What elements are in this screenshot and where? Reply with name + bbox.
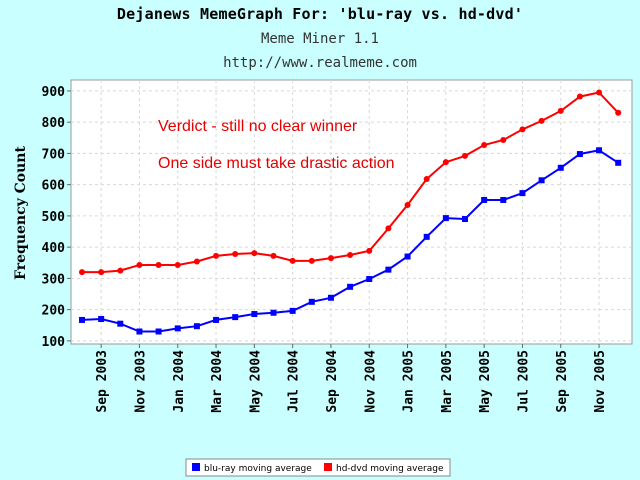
data-point-blu-ray — [193, 323, 200, 330]
y-tick-label: 100 — [42, 335, 66, 350]
data-point-hd-dvd — [385, 225, 392, 232]
source-url: http://www.realmeme.com — [223, 55, 417, 71]
data-point-hd-dvd — [117, 267, 124, 274]
data-point-hd-dvd — [462, 152, 468, 159]
gridlines — [71, 80, 632, 344]
data-point-blu-ray — [117, 320, 124, 327]
data-point-hd-dvd — [136, 261, 143, 268]
data-point-blu-ray — [423, 233, 430, 240]
data-point-hd-dvd — [557, 107, 564, 114]
x-tick-label: May 2004 — [248, 350, 263, 413]
x-tick-label: Jul 2004 — [287, 350, 302, 413]
x-tick-label: May 2005 — [478, 350, 493, 413]
data-point-blu-ray — [270, 309, 277, 316]
data-point-blu-ray — [615, 159, 622, 166]
x-tick-label: Sep 2005 — [555, 350, 570, 413]
data-point-blu-ray — [366, 276, 373, 283]
data-point-hd-dvd — [423, 176, 430, 183]
data-point-hd-dvd — [576, 93, 583, 100]
data-point-blu-ray — [596, 147, 603, 154]
y-tick-label: 600 — [42, 179, 66, 194]
y-tick-label: 700 — [42, 147, 66, 162]
data-point-hd-dvd — [232, 251, 239, 258]
data-point-hd-dvd — [98, 269, 105, 276]
x-tick-label: Nov 2003 — [133, 350, 148, 413]
x-tick-label: Jan 2004 — [172, 350, 187, 413]
data-point-hd-dvd — [270, 252, 277, 259]
y-tick-label: 500 — [42, 210, 66, 225]
x-axis-ticks: Sep 2003 Nov 2003 Jan 2004 Mar 2004 May 2004… — [95, 344, 608, 413]
data-point-hd-dvd — [442, 159, 449, 166]
data-point-blu-ray — [519, 190, 526, 197]
data-point-blu-ray — [404, 253, 411, 260]
x-tick-label: Nov 2005 — [593, 350, 608, 413]
data-point-hd-dvd — [519, 126, 526, 133]
x-tick-label: Sep 2004 — [325, 350, 340, 413]
data-point-hd-dvd — [347, 251, 354, 258]
data-point-hd-dvd — [308, 257, 315, 264]
data-point-hd-dvd — [615, 109, 622, 116]
data-point-blu-ray — [232, 314, 239, 321]
data-point-hd-dvd — [327, 255, 334, 262]
legend-swatch-hd-dvd — [324, 463, 332, 471]
data-point-hd-dvd — [366, 247, 373, 254]
data-point-hd-dvd — [174, 261, 181, 268]
data-point-blu-ray — [481, 196, 488, 203]
legend-label-hd-dvd: hd-dvd moving average — [336, 464, 444, 474]
data-point-blu-ray — [500, 196, 507, 203]
data-point-hd-dvd — [404, 201, 411, 208]
chart-title: Dejanews MemeGraph For: 'blu-ray vs. hd-… — [116, 5, 524, 23]
data-point-blu-ray — [385, 266, 392, 273]
x-tick-label: Nov 2004 — [363, 350, 378, 413]
data-point-hd-dvd — [155, 261, 162, 268]
data-point-hd-dvd — [538, 117, 545, 124]
data-point-hd-dvd — [481, 141, 488, 148]
y-tick-label: 300 — [42, 272, 66, 287]
data-series — [79, 89, 622, 335]
data-point-blu-ray — [98, 316, 105, 323]
data-point-hd-dvd — [289, 257, 296, 264]
data-point-hd-dvd — [251, 250, 258, 257]
data-point-blu-ray — [213, 316, 220, 323]
y-tick-label: 800 — [42, 116, 66, 131]
y-axis-label: Frequency Count — [13, 146, 29, 280]
data-point-blu-ray — [251, 311, 258, 318]
legend: blu-ray moving average hd-dvd moving ave… — [185, 458, 451, 477]
y-tick-label: 900 — [42, 85, 66, 100]
legend-box — [185, 458, 451, 477]
y-axis-ticks: 100 200 300 400 500 600 700 800 900 — [42, 85, 71, 350]
data-point-blu-ray — [327, 294, 334, 301]
y-tick-label: 400 — [42, 241, 66, 256]
x-tick-label: Sep 2003 — [95, 350, 110, 413]
x-tick-label: Jul 2005 — [516, 350, 531, 413]
data-point-blu-ray — [174, 325, 181, 332]
annotation-verdict: Verdict - still no clear winner — [158, 118, 358, 135]
data-point-hd-dvd — [213, 252, 220, 259]
chart-subtitle: Meme Miner 1.1 — [260, 31, 379, 47]
data-point-blu-ray — [557, 164, 564, 171]
data-point-blu-ray — [79, 316, 85, 323]
data-point-hd-dvd — [193, 258, 200, 265]
legend-swatch-blu-ray — [192, 463, 200, 471]
legend-label-blu-ray: blu-ray moving average — [204, 464, 312, 474]
data-point-blu-ray — [576, 151, 583, 158]
data-point-blu-ray — [155, 328, 162, 335]
plot-area — [70, 79, 633, 345]
data-point-blu-ray — [308, 298, 315, 305]
data-point-blu-ray — [347, 283, 354, 290]
annotation-action: One side must take drastic action — [158, 155, 395, 172]
data-point-blu-ray — [462, 216, 468, 223]
data-point-hd-dvd — [79, 269, 85, 276]
data-point-hd-dvd — [596, 89, 603, 96]
y-tick-label: 200 — [42, 304, 66, 319]
data-point-hd-dvd — [500, 136, 507, 143]
x-tick-label: Jan 2005 — [402, 350, 417, 413]
x-tick-label: Mar 2005 — [440, 350, 455, 413]
data-point-blu-ray — [538, 177, 545, 184]
data-point-blu-ray — [289, 307, 296, 314]
data-point-blu-ray — [136, 328, 143, 335]
data-point-blu-ray — [442, 215, 449, 222]
x-tick-label: Mar 2004 — [210, 350, 225, 413]
